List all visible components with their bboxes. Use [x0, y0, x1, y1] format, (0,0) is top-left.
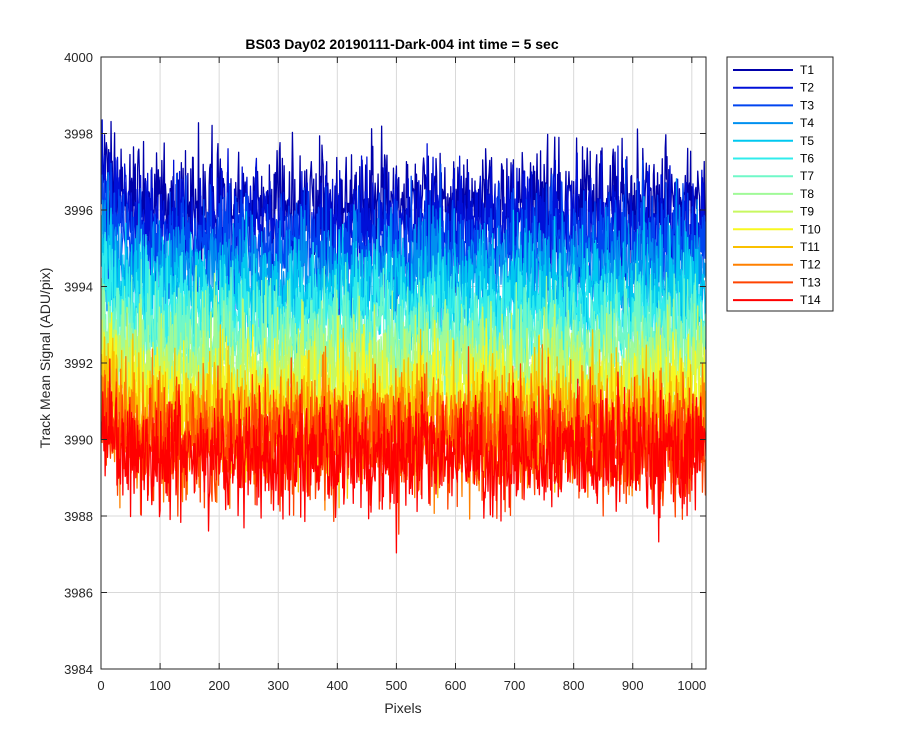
series-line-t14 — [101, 358, 706, 554]
legend-label-t12: T12 — [800, 258, 821, 272]
y-tick-label: 3986 — [64, 586, 93, 601]
legend-label-t13: T13 — [800, 275, 821, 289]
legend-label-t10: T10 — [800, 222, 821, 236]
x-tick-label: 500 — [386, 678, 408, 693]
y-tick-labels: 3984 3986 3988 3990 3992 3994 3996 3998 4000 — [64, 50, 93, 677]
chart-title: BS03 Day02 20190111-Dark-004 int time = … — [245, 36, 558, 52]
y-axis-title: Track Mean Signal (ADU/pix) — [37, 268, 53, 449]
x-tick-label: 0 — [97, 678, 104, 693]
plot-area — [100, 56, 707, 670]
x-tick-label: 600 — [445, 678, 467, 693]
legend-label-t14: T14 — [800, 293, 821, 307]
x-axis-title: Pixels — [384, 700, 421, 716]
y-tick-label: 3990 — [64, 433, 93, 448]
x-tick-label: 200 — [208, 678, 230, 693]
axes-box — [100, 56, 707, 670]
legend-label-t8: T8 — [800, 187, 814, 201]
y-tick-label: 3996 — [64, 203, 93, 218]
y-tick-label: 4000 — [64, 50, 93, 65]
x-tick-label: 300 — [267, 678, 289, 693]
x-tick-label: 100 — [149, 678, 171, 693]
legend-box — [726, 56, 834, 312]
legend[interactable]: T1 T2 T3 T4 T5 T6 T7 T8 T9 T10 T11 T12 T13 T14 — [726, 56, 834, 312]
y-tick-label: 3992 — [64, 356, 93, 371]
legend-label-t7: T7 — [800, 169, 814, 183]
legend-label-t4: T4 — [800, 116, 814, 130]
x-tick-label: 900 — [622, 678, 644, 693]
y-tick-label: 3988 — [64, 509, 93, 524]
x-tick-label: 400 — [326, 678, 348, 693]
legend-label-t1: T1 — [800, 63, 814, 77]
legend-label-t5: T5 — [800, 134, 814, 148]
x-tick-labels: 0 100 200 300 400 500 600 700 800 900 1000 — [97, 678, 706, 693]
series-layer — [101, 119, 706, 554]
y-tick-label: 3984 — [64, 662, 93, 677]
legend-label-t3: T3 — [800, 98, 814, 112]
legend-items: T1 T2 T3 T4 T5 T6 T7 T8 T9 T10 T11 T12 T13 T14 — [733, 63, 821, 307]
x-tick-label: 700 — [504, 678, 526, 693]
x-tick-label: 1000 — [677, 678, 706, 693]
x-tick-label: 800 — [563, 678, 585, 693]
legend-label-t11: T11 — [800, 240, 820, 254]
legend-label-t6: T6 — [800, 152, 814, 166]
y-tick-label: 3994 — [64, 280, 93, 295]
legend-label-t2: T2 — [800, 81, 814, 95]
legend-label-t9: T9 — [800, 205, 814, 219]
y-tick-label: 3998 — [64, 127, 93, 142]
